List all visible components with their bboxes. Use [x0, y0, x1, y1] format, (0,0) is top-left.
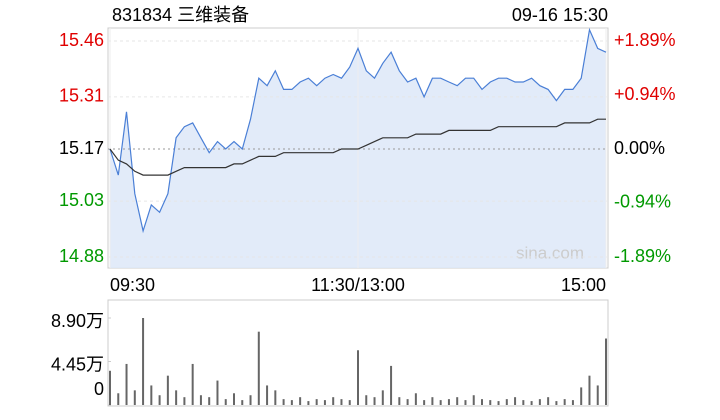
volume-bar: [142, 318, 145, 405]
volume-bar: [332, 397, 335, 405]
volume-bar: [133, 390, 136, 405]
volume-bar: [158, 395, 161, 405]
volume-bar: [563, 399, 566, 405]
volume-bar: [406, 399, 409, 405]
volume-bar: [266, 385, 269, 405]
y-tick-label: 15.17: [59, 138, 104, 158]
x-tick-label: 11:30/13:00: [311, 275, 405, 295]
volume-bar: [307, 401, 310, 405]
y-tick-label: 15.03: [59, 190, 104, 210]
average-line: [109, 118, 606, 176]
volume-bar: [497, 401, 500, 405]
volume-bar: [233, 393, 235, 405]
x-tick-label: 09:30: [110, 275, 155, 295]
volume-bar: [125, 363, 128, 405]
volume-bar: [299, 397, 302, 405]
volume-bar: [117, 393, 120, 405]
volume-bar: [481, 399, 483, 405]
volume-bar: [414, 393, 417, 405]
volume-bar: [290, 400, 293, 405]
volume-frame: [107, 299, 609, 407]
volume-bar: [456, 397, 459, 405]
volume-bar: [348, 400, 351, 405]
volume-bar: [373, 397, 376, 405]
volume-bar: [555, 401, 558, 405]
volume-bar: [423, 400, 426, 405]
volume-bar: [489, 400, 492, 405]
y-tick-label: 15.31: [59, 86, 104, 106]
volume-bar: [514, 397, 517, 405]
volume-bar: [596, 385, 599, 405]
volume-bar: [340, 399, 343, 405]
volume-bar: [381, 390, 384, 405]
y2-tick-label: +0.94%: [614, 84, 676, 104]
volume-bar: [199, 395, 202, 405]
volume-bar: [315, 399, 318, 405]
y2-tick-label: +1.89%: [614, 30, 676, 50]
price-line: [109, 27, 607, 234]
watermark: sina.com: [516, 243, 584, 262]
volume-bar: [530, 401, 533, 405]
y-tick-label: 4.45万: [51, 354, 104, 374]
volume-bar: [274, 390, 277, 405]
y2-tick-label: 0.00%: [614, 138, 665, 158]
volume-bar: [183, 397, 186, 405]
volume-bar: [150, 385, 153, 405]
volume-bar: [208, 397, 211, 405]
volume-bar: [605, 338, 607, 405]
volume-bar: [464, 400, 467, 405]
volume-bar: [439, 400, 442, 405]
volume-bar: [241, 400, 244, 405]
volume-bar: [472, 395, 475, 405]
volume-bar: [431, 397, 434, 405]
volume-bar: [580, 387, 583, 405]
volume-bar: [282, 399, 285, 405]
chart-title: 831834 三维装备: [112, 5, 249, 25]
x-tick-label: 15:00: [561, 275, 606, 295]
volume-bar: [357, 350, 359, 405]
y-tick-label: 14.88: [59, 246, 104, 266]
volume-bar: [447, 399, 450, 405]
y-tick-label: 8.90万: [51, 311, 104, 331]
volume-bar: [588, 375, 591, 405]
volume-bar: [109, 370, 111, 405]
volume-bar: [547, 397, 550, 405]
volume-bar: [571, 400, 574, 405]
volume-bar: [390, 365, 393, 405]
volume-bar: [323, 400, 326, 405]
volume-bar: [505, 399, 508, 405]
volume-bar: [175, 390, 178, 405]
volume-bar: [191, 363, 194, 405]
volume-bar: [398, 397, 401, 405]
y-tick-label: 0: [94, 379, 104, 399]
volume-bar: [249, 395, 252, 405]
y2-tick-label: -1.89%: [614, 246, 671, 266]
volume-bar: [224, 399, 227, 405]
volume-bar: [216, 380, 219, 405]
y2-tick-label: -0.94%: [614, 191, 671, 211]
timestamp: 09-16 15:30: [512, 5, 608, 25]
volume-bar: [538, 399, 541, 405]
y-tick-label: 15.46: [59, 30, 104, 50]
volume-bar: [257, 331, 260, 405]
volume-bar: [166, 375, 169, 405]
volume-bar: [365, 395, 368, 405]
volume-bar: [522, 400, 525, 405]
